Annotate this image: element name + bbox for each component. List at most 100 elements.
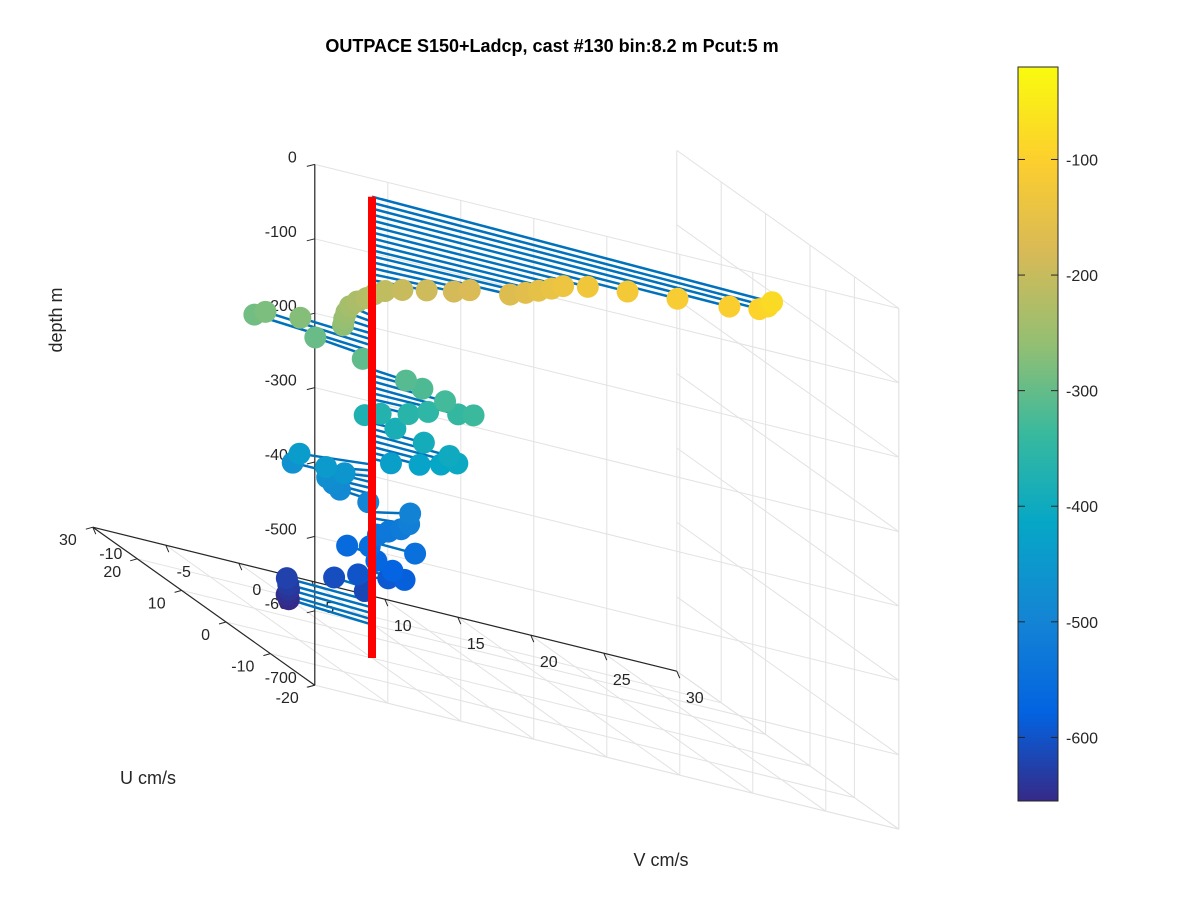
grid-line — [676, 447, 900, 607]
grid-line — [270, 653, 855, 799]
data-point — [315, 456, 338, 479]
grid-line — [530, 634, 754, 794]
grid-line — [314, 610, 899, 756]
axis-ticks: -10-5051015202530-20-1001020300-100-200-… — [59, 149, 704, 707]
x-tick-label: 30 — [686, 690, 704, 707]
data-point — [379, 452, 402, 475]
colorbar-ticks: -100 -200 -300 -400 -500 -600 — [1018, 152, 1098, 747]
velocity-vector — [287, 583, 373, 609]
y-axis-label: U cm/s — [120, 768, 176, 788]
velocity-vector — [371, 243, 552, 290]
velocity-vector — [371, 255, 526, 295]
data-point — [336, 534, 359, 557]
colorbar-tick-label: -500 — [1066, 615, 1098, 632]
data-point — [381, 559, 404, 582]
y-tick-mark — [130, 558, 138, 562]
data-point — [254, 300, 277, 323]
x-tick-mark — [457, 617, 462, 625]
data-point — [576, 275, 599, 298]
data-point — [718, 295, 741, 318]
colorbar: -100 -200 -300 -400 -500 -600 — [1017, 66, 1098, 802]
x-tick-mark — [530, 635, 535, 643]
z-tick-mark — [306, 461, 315, 465]
grid-line — [676, 596, 900, 756]
velocity-vector — [371, 433, 450, 458]
data-point — [412, 431, 435, 454]
velocity-vector — [371, 272, 455, 293]
x-tick-mark — [238, 563, 243, 571]
y-axis-line — [92, 526, 316, 686]
grid-line — [676, 670, 900, 830]
data-point — [761, 291, 784, 314]
grid-line — [603, 652, 827, 812]
z-tick-label: -100 — [265, 224, 297, 241]
data-layer — [243, 195, 784, 658]
z-tick-mark — [306, 163, 315, 167]
data-point — [408, 453, 431, 476]
data-point — [394, 369, 417, 392]
grid-line — [137, 558, 722, 704]
data-point — [384, 417, 407, 440]
x-axis-label: V cm/s — [633, 850, 688, 870]
data-point — [304, 326, 327, 349]
chart-title: OUTPACE S150+Ladcp, cast #130 bin:8.2 m … — [325, 36, 778, 56]
data-point — [438, 444, 461, 467]
y-tick-mark — [174, 589, 182, 593]
z-tick-mark — [306, 610, 315, 614]
data-point — [323, 566, 346, 589]
data-point — [552, 275, 575, 298]
grid-line — [314, 163, 899, 309]
data-point — [404, 542, 427, 565]
data-point — [391, 278, 414, 301]
z-tick-label: -300 — [265, 373, 297, 390]
z-tick-label: 0 — [288, 149, 297, 166]
z-tick-mark — [306, 238, 315, 242]
y-tick-label: -20 — [276, 690, 299, 707]
data-point — [442, 280, 465, 303]
x-tick-label: 5 — [325, 600, 334, 617]
z-tick-mark — [306, 535, 315, 539]
z-tick-mark — [306, 684, 315, 688]
data-point — [458, 279, 481, 302]
velocity-vector — [371, 201, 769, 308]
grid-line — [676, 521, 900, 681]
colorbar-tick-label: -600 — [1066, 730, 1098, 747]
grid-line — [314, 684, 899, 830]
z-axis-label: depth m — [46, 287, 66, 352]
y-tick-mark — [85, 526, 93, 530]
velocity-vector — [371, 207, 760, 311]
z-tick-label: -700 — [265, 670, 297, 687]
grid-line — [238, 562, 462, 722]
grid-line — [676, 149, 900, 309]
x-tick-mark — [165, 545, 170, 553]
grid-line — [676, 224, 900, 384]
z-tick-mark — [306, 387, 315, 391]
grid-line — [165, 544, 389, 704]
axes-grid — [92, 149, 900, 830]
colorbar-tick-label: -400 — [1066, 499, 1098, 516]
velocity-vector — [286, 593, 373, 621]
y-tick-mark — [263, 653, 271, 657]
grid-line — [314, 312, 899, 458]
y-tick-mark — [218, 621, 227, 625]
data-point — [397, 403, 420, 426]
y-tick-label: 0 — [201, 627, 210, 644]
grid-line — [225, 621, 811, 767]
y-tick-label: 20 — [103, 564, 121, 581]
velocity-vector — [371, 237, 564, 288]
y-tick-label: 10 — [148, 595, 166, 612]
velocity-vector — [299, 452, 373, 466]
colorbar-tick-label: -100 — [1066, 152, 1098, 169]
data-point — [374, 280, 397, 303]
data-point — [288, 442, 311, 465]
x-tick-mark — [676, 671, 681, 679]
x-tick-mark — [384, 599, 389, 607]
grid-line — [314, 461, 899, 607]
x-tick-label: 15 — [467, 636, 485, 653]
grid-line — [457, 616, 681, 776]
data-point — [666, 287, 689, 310]
velocity-vector — [371, 260, 511, 296]
z-tick-label: -500 — [265, 521, 297, 538]
data-point — [333, 462, 356, 485]
